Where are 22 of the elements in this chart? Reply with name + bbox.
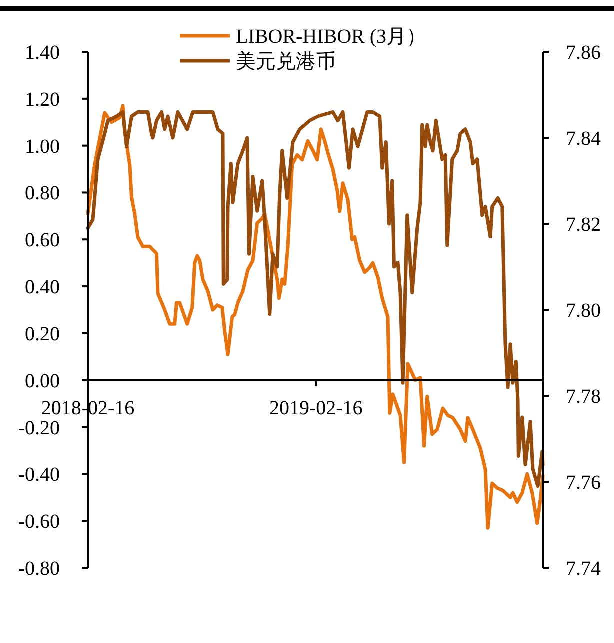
legend-label: LIBOR-HIBOR (3月） [236, 26, 427, 48]
y2-tick-label: 7.76 [566, 472, 601, 494]
y2-tick-label: 7.86 [566, 42, 601, 64]
y2-tick-label: 7.82 [566, 214, 601, 236]
y-tick-label: 0.60 [25, 230, 60, 252]
y2-tick-label: 7.78 [566, 386, 601, 408]
y-tick-label: 0.80 [25, 182, 60, 205]
x-tick-label: 2019-02-16 [269, 397, 363, 420]
y-tick-label: -0.80 [18, 558, 60, 580]
y-tick-label: 0.20 [25, 323, 60, 346]
y-tick-label: 0.00 [25, 370, 60, 392]
y-tick-label: 1.40 [25, 42, 60, 64]
y2-tick-label: 7.74 [566, 558, 601, 580]
y-tick-label: -0.40 [18, 464, 60, 486]
y-tick-label: 1.00 [25, 136, 60, 158]
legend-label: 美元兑港币 [236, 50, 336, 73]
y-tick-label: 1.20 [25, 88, 60, 111]
y-tick-label: -0.60 [18, 511, 60, 534]
y-tick-label: 0.40 [25, 276, 60, 299]
y2-tick-label: 7.84 [566, 128, 601, 150]
y-tick-label: -0.20 [18, 417, 60, 440]
y2-tick-label: 7.80 [566, 300, 601, 322]
